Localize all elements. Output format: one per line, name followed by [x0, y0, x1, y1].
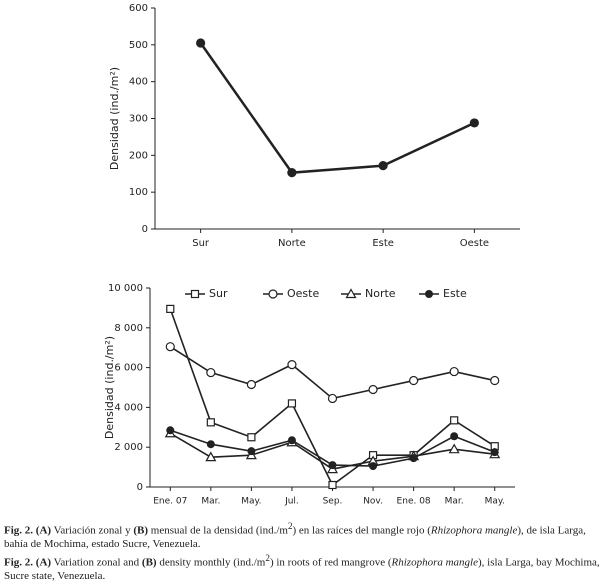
figure: 0 100 200 300 400 500 600 Densidad (ind./m²) Sur… — [103, 3, 520, 507]
marker — [246, 379, 256, 390]
caption-en: Fig. 2. (A) Variation zonal and (B) dens… — [4, 552, 608, 584]
y-tick-label: 100 — [129, 187, 148, 198]
text: mensual de la densidad (ind./m — [150, 524, 288, 537]
legend-marker — [425, 290, 433, 298]
caption: Fig. 2. (A) Variación zonal y (B) mensua… — [4, 520, 608, 583]
marker — [327, 393, 338, 404]
caption-es: Fig. 2. (A) Variación zonal y (B) mensua… — [4, 520, 608, 552]
marker — [287, 360, 297, 370]
marker — [196, 38, 206, 48]
y-tick-label: 4 000 — [114, 402, 143, 413]
species: Rhizophora mangle — [430, 524, 518, 537]
marker — [369, 462, 378, 471]
text: density monthly (ind./m — [159, 556, 266, 569]
y-tick-label: 8 000 — [114, 323, 143, 334]
marker — [165, 342, 175, 352]
marker — [287, 168, 297, 178]
fig-label: Fig. 2. — [4, 556, 34, 569]
series-line — [199, 42, 475, 174]
marker — [448, 443, 460, 454]
fig-label: Fig. 2. — [4, 524, 34, 537]
x-tick-label: Mar. — [445, 497, 464, 507]
marker — [247, 447, 256, 456]
series-line — [169, 346, 495, 400]
y-tick-label: 0 — [137, 482, 143, 493]
marker — [450, 416, 459, 425]
marker — [247, 433, 256, 442]
series-line — [170, 429, 496, 467]
sup: 2 — [265, 552, 270, 563]
species: Rhizophora mangle — [391, 556, 478, 569]
x-tick-label: Oeste — [460, 238, 489, 249]
legend-marker — [345, 288, 357, 299]
legend-label: Oeste — [287, 287, 319, 300]
y-tick-label: 600 — [129, 3, 148, 14]
y-axis-label: Densidad (ind./m²) — [103, 336, 116, 439]
x-tick-label: Ene. 07 — [153, 497, 187, 507]
y-tick-label: 200 — [129, 150, 148, 161]
marker — [166, 304, 175, 313]
x-tick-label: Jul. — [284, 497, 299, 507]
marker — [287, 399, 297, 408]
marker — [206, 440, 215, 449]
marker — [378, 161, 388, 171]
part: (B) — [133, 524, 149, 537]
text: ) in roots of red mangrove ( — [269, 556, 392, 569]
marker — [328, 461, 337, 470]
marker — [328, 480, 337, 490]
legend-marker — [190, 289, 200, 299]
x-tick-label: Sur — [192, 238, 210, 249]
marker — [490, 448, 499, 457]
y-tick-label: 2 000 — [114, 442, 143, 453]
legend-label: Este — [443, 287, 467, 300]
text: Variación zonal y — [53, 524, 131, 537]
marker — [469, 118, 479, 128]
legend-marker — [268, 289, 278, 299]
marker — [206, 418, 215, 427]
y-tick-label: 6 000 — [114, 363, 143, 374]
legend-label: Norte — [365, 287, 396, 300]
text: ), de isla Larga, bahía de Mochima, esta… — [4, 524, 586, 551]
x-tick-label: May. — [485, 497, 505, 507]
part: (A) — [35, 524, 52, 537]
legend-label: Sur — [209, 287, 228, 300]
x-tick-label: Ene. 08 — [397, 497, 431, 507]
part: (A) — [35, 556, 52, 569]
x-tick-label: Norte — [278, 238, 306, 249]
marker — [368, 384, 378, 395]
sup: 2 — [287, 521, 293, 531]
y-tick-label: 10 000 — [108, 283, 143, 294]
marker — [205, 451, 217, 462]
marker — [409, 375, 419, 386]
x-tick-label: Nov. — [363, 497, 383, 507]
y-tick-label: 300 — [129, 114, 148, 125]
x-tick-label: Mar. — [201, 497, 220, 507]
marker — [449, 366, 459, 377]
part: (B) — [141, 556, 157, 569]
y-tick-label: 0 — [142, 224, 148, 235]
y-tick-label: 400 — [129, 77, 148, 88]
text: ) en las raíces del mangle rojo ( — [292, 524, 431, 537]
marker — [450, 432, 459, 441]
text: ), isla Larga, bay Mochima, Sucre state,… — [4, 556, 600, 582]
y-axis-label: Densidad (ind./m²) — [108, 67, 121, 170]
x-tick-label: Sep. — [323, 497, 343, 507]
y-tick-label: 500 — [129, 40, 148, 51]
marker — [206, 367, 216, 378]
marker — [166, 426, 175, 435]
text: Variation zonal and — [53, 556, 140, 569]
x-tick-label: Este — [372, 238, 394, 249]
marker — [490, 375, 500, 386]
x-tick-label: May. — [241, 497, 261, 507]
marker — [287, 436, 296, 445]
marker — [409, 454, 418, 463]
